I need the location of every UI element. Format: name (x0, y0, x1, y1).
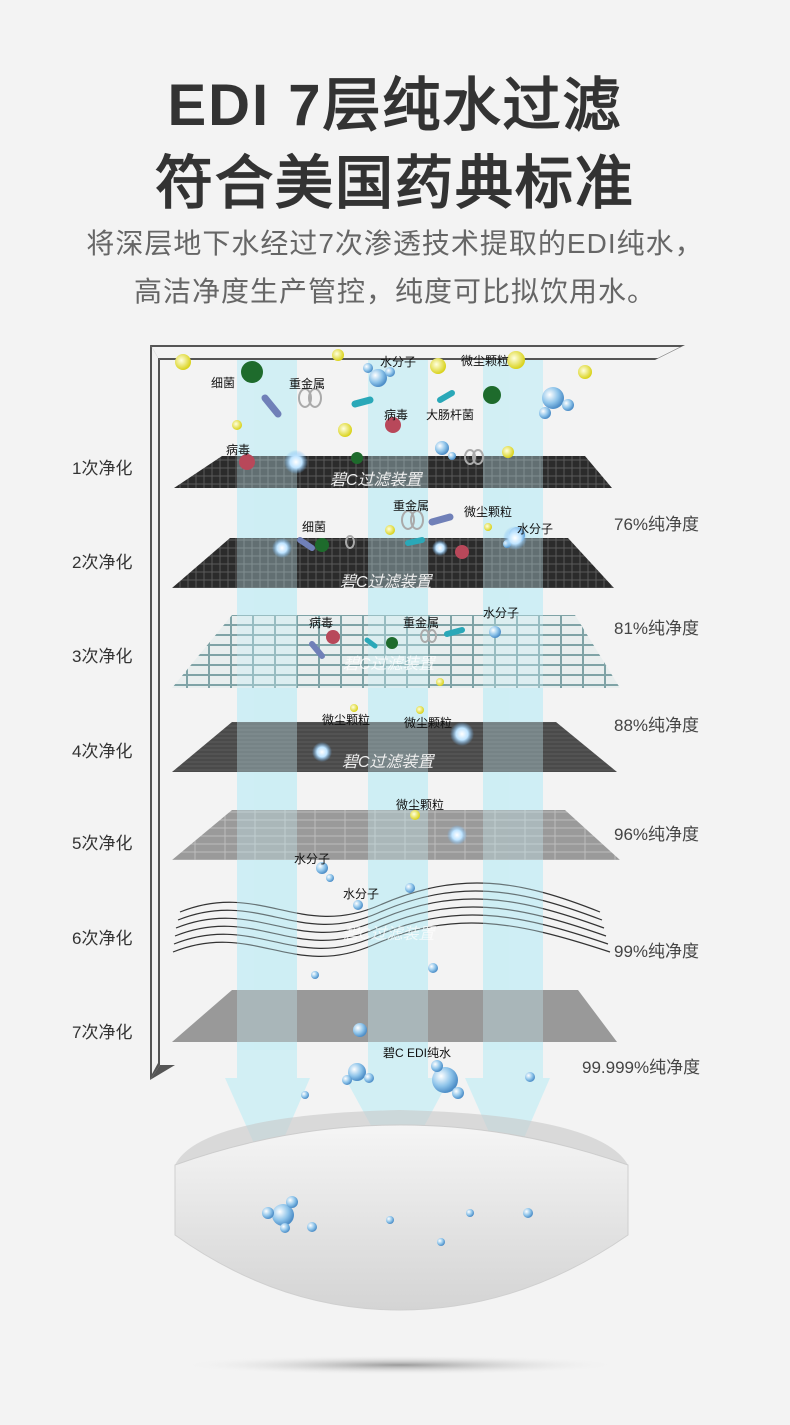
subtitle-line1: 将深层地下水经过7次渗透技术提取的EDI纯水， (86, 228, 704, 259)
bacteria-icons (241, 361, 501, 649)
stage-label-5: 5次净化 (72, 834, 133, 853)
tag-dust: 微尘颗粒 (464, 505, 513, 519)
tag-heavy-metal: 重金属 (289, 377, 326, 391)
purity-stage-7: 99.999%纯净度 (582, 1058, 701, 1077)
tag-heavy-metal: 重金属 (403, 616, 440, 630)
frame-bottom-corner (150, 1065, 175, 1080)
page-title-line1: EDI 7层纯水过滤 (167, 73, 623, 138)
tag-dust: 微尘颗粒 (396, 798, 445, 812)
purity-stage-6: 99%纯净度 (614, 942, 700, 961)
tag-bacteria: 细菌 (211, 376, 236, 390)
stage-label-4: 4次净化 (72, 742, 133, 761)
page-title-line2: 符合美国药典标准 (154, 151, 635, 216)
tag-heavy-metal: 重金属 (393, 499, 430, 513)
tag-water-molecule: 水分子 (517, 522, 554, 536)
subtitle-line2: 高洁净度生产管控，纯度可比拟饮用水。 (133, 276, 656, 307)
tag-ecoli: 大肠杆菌 (426, 408, 475, 422)
filter-layer-1 (174, 456, 612, 488)
stage-label-6: 6次净化 (72, 929, 133, 948)
water-bowl (174, 1124, 629, 1311)
stage-label-2: 2次净化 (72, 553, 133, 572)
purity-stage-5: 96%纯净度 (614, 825, 700, 844)
tag-virus: 病毒 (384, 408, 409, 422)
tag-water-molecule: 水分子 (483, 606, 520, 620)
tag-dust: 微尘颗粒 (322, 713, 371, 727)
tag-virus: 病毒 (226, 443, 251, 457)
dust-particles (175, 349, 592, 820)
tag-virus: 病毒 (309, 616, 334, 630)
layer-6-name: 碧C过滤装置 (343, 926, 435, 943)
filter-layer-6 (172, 882, 611, 957)
water-molecule-icons (262, 363, 574, 1246)
filter-layer-7 (172, 990, 617, 1042)
filter-layer-4 (172, 722, 617, 772)
layer-1-name: 碧C过滤装置 (330, 472, 422, 489)
tag-result: 碧C EDI纯水 (383, 1046, 452, 1060)
filter-layer-3 (172, 615, 620, 688)
glow-spots (272, 450, 527, 845)
stage-label-7: 7次净化 (72, 1023, 133, 1042)
layer-4-name: 碧C过滤装置 (342, 754, 434, 771)
tag-dust: 微尘颗粒 (404, 716, 453, 730)
layer-3-name: 碧C过滤装置 (343, 656, 435, 673)
virus-icons (239, 417, 469, 644)
bowl-shadow (180, 1355, 620, 1375)
filter-layer-5 (172, 810, 620, 860)
tag-water-molecule: 水分子 (294, 852, 331, 866)
purity-stage-4: 88%纯净度 (614, 716, 700, 735)
purity-stage-3: 81%纯净度 (614, 619, 700, 638)
ecoli-icons (261, 390, 465, 659)
stage-label-1: 1次净化 (72, 459, 133, 478)
stage-label-3: 3次净化 (72, 647, 133, 666)
heavy-metal-icons (298, 388, 484, 643)
layer-2-name: 碧C过滤装置 (340, 574, 432, 591)
tag-dust: 微尘颗粒 (461, 354, 510, 368)
purity-stage-2: 76%纯净度 (614, 515, 700, 534)
tag-bacteria: 细菌 (302, 520, 327, 534)
tag-water-molecule: 水分子 (380, 355, 417, 369)
tag-water-molecule: 水分子 (343, 887, 380, 901)
